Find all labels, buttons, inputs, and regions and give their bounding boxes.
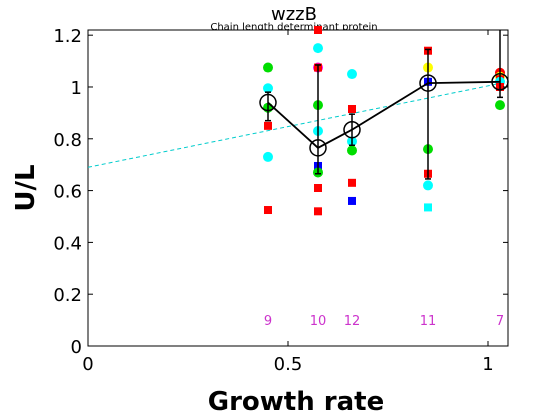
mean-marker [419, 74, 437, 92]
plot-area [87, 29, 509, 347]
y-tick-label: 0.4 [53, 233, 82, 254]
y-tick-label: 0.8 [53, 130, 82, 151]
data-point-square [348, 105, 356, 113]
x-axis-ticks: 0 0.5 1 [82, 30, 494, 375]
mean-marker [343, 120, 361, 139]
data-point-circle [495, 100, 505, 111]
data-point-square [348, 178, 356, 187]
data-point-square [264, 121, 272, 130]
count-label: 12 [344, 314, 361, 329]
data-point-square [314, 26, 322, 34]
y-axis-ticks: 0 0.2 0.4 0.6 0.8 1 1.2 [53, 26, 508, 358]
mean-marker [259, 93, 277, 112]
data-point-square [348, 196, 356, 205]
count-label: 10 [310, 314, 327, 329]
count-label: 11 [420, 314, 437, 329]
y-tick-label: 0 [71, 337, 82, 358]
data-point-circle [263, 62, 273, 73]
count-labels: 9 10 12 11 7 [264, 314, 504, 329]
fit-line-group [87, 81, 509, 168]
data-point-square [314, 184, 322, 192]
y-axis-label: U/L [11, 164, 41, 211]
y-tick-label: 1.2 [53, 26, 82, 47]
mean-line [267, 80, 501, 149]
mean-marker [491, 73, 509, 91]
data-point-circle [313, 43, 323, 54]
data-point-circle [423, 180, 433, 191]
data-point-square [314, 207, 322, 216]
x-tick-label: 0.5 [274, 354, 303, 375]
x-axis-label: Growth rate [208, 387, 384, 417]
data-point-circle [263, 151, 273, 162]
x-tick-label: 0 [82, 354, 93, 375]
data-point-circle [263, 83, 273, 94]
y-tick-label: 0.2 [53, 285, 82, 306]
count-label: 7 [496, 314, 504, 329]
mean-series [259, 30, 509, 180]
fit-line [87, 81, 509, 168]
y-tick-label: 1 [71, 78, 82, 99]
count-label: 9 [264, 314, 272, 329]
data-point-circle [347, 145, 357, 156]
chart-title: wzzB [271, 4, 317, 25]
data-point-circle [347, 69, 357, 80]
data-point-square [264, 206, 272, 215]
y-tick-label: 0.6 [53, 182, 82, 203]
data-point-square [424, 203, 432, 212]
x-tick-label: 1 [482, 354, 493, 375]
chart-subtitle: Chain length determinant protein [210, 22, 377, 33]
mean-marker [309, 139, 327, 157]
